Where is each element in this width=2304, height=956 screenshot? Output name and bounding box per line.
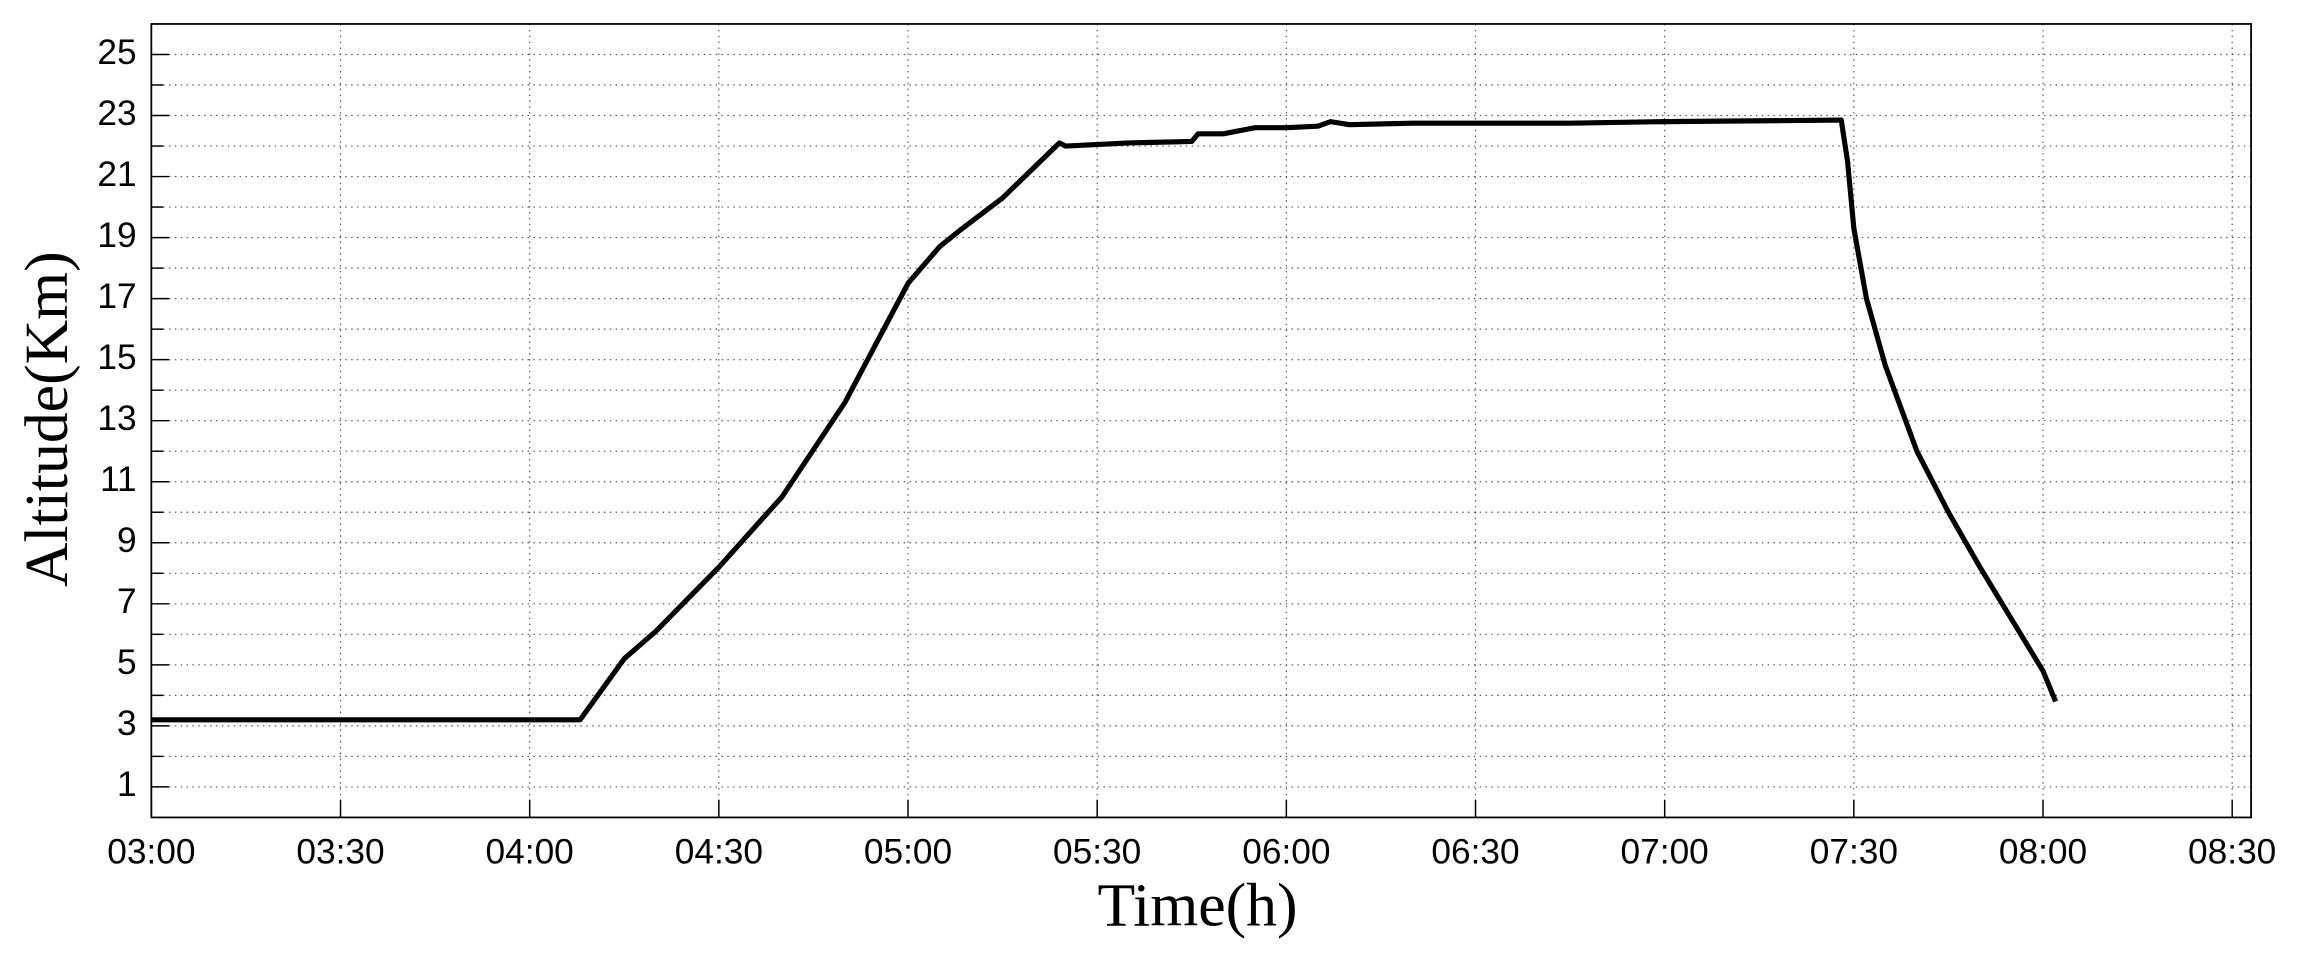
y-axis-label: Altitude(Km) (13, 251, 81, 587)
x-axis-label: Time(h) (1098, 872, 1298, 940)
y-tick-label: 7 (117, 582, 137, 621)
x-tick-label: 07:30 (1810, 832, 1898, 871)
x-tick-label: 04:00 (486, 832, 574, 871)
y-tick-label: 9 (117, 521, 137, 560)
x-tick-label: 03:00 (107, 832, 195, 871)
plot-frame (150, 23, 2252, 819)
x-tick-label: 06:30 (1431, 832, 1519, 871)
x-tick-label: 05:00 (864, 832, 952, 871)
x-tick-label: 06:00 (1242, 832, 1330, 871)
y-tick-label: 15 (97, 338, 136, 377)
y-tick-label: 1 (117, 765, 137, 804)
x-tick-label: 07:00 (1621, 832, 1709, 871)
x-tick-label: 05:30 (1053, 832, 1141, 871)
x-tick-label: 03:30 (296, 832, 384, 871)
data-line (151, 117, 2059, 723)
x-tick-label: 08:30 (2188, 832, 2276, 871)
x-tick-label: 04:30 (675, 832, 763, 871)
x-tick-label: 08:00 (1999, 832, 2087, 871)
y-tick-label: 11 (100, 460, 137, 499)
y-tick-label: 5 (117, 643, 137, 682)
y-tick-label: 19 (97, 216, 136, 255)
y-tick-label: 23 (97, 94, 136, 133)
y-tick-label: 25 (97, 33, 136, 72)
y-tick-label: 21 (97, 155, 136, 194)
y-tick-label: 13 (97, 399, 136, 438)
y-tick-label: 3 (117, 704, 137, 743)
y-tick-label: 17 (97, 277, 136, 316)
